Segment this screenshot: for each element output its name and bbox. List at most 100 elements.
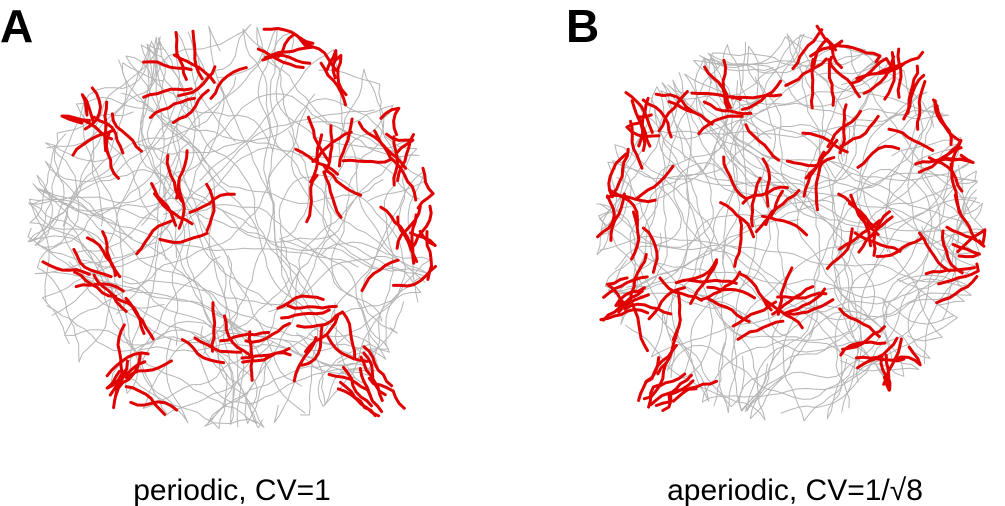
trajectory	[215, 69, 401, 376]
firing-segment	[341, 157, 393, 164]
trajectory	[163, 209, 426, 407]
firing-segment	[624, 91, 654, 134]
trajectory	[138, 98, 418, 334]
firing-segment	[373, 129, 408, 170]
firing-segment	[637, 96, 650, 148]
firing-segment	[410, 213, 418, 265]
firing-segment	[392, 135, 399, 187]
firing-segment	[596, 194, 616, 239]
firing-segment	[839, 340, 887, 357]
firing-segment	[85, 236, 117, 277]
trajectory	[125, 43, 228, 429]
firing-segment	[83, 86, 102, 131]
trajectory	[242, 28, 401, 262]
trajectory	[38, 188, 274, 425]
firing-segment	[935, 275, 979, 305]
firing-segment	[750, 176, 762, 228]
firing-segment	[641, 226, 659, 274]
trajectory	[596, 86, 682, 270]
trajectory	[36, 197, 336, 363]
panel-caption: periodic, CV=1	[133, 474, 331, 506]
trajectory	[834, 108, 949, 383]
firing-segment	[326, 335, 369, 363]
trajectory	[849, 46, 981, 256]
firing-segment	[395, 205, 422, 250]
trajectory	[140, 44, 312, 299]
firing-segment	[341, 310, 357, 360]
firing-segment	[764, 189, 801, 227]
firing-segment	[827, 58, 861, 99]
trajectory	[208, 26, 319, 416]
firing-segment	[733, 217, 743, 268]
firing-segment	[945, 225, 986, 248]
panel-label: A	[0, 0, 33, 52]
firing-segment	[882, 354, 891, 392]
firing-segment	[754, 189, 784, 234]
trajectory	[780, 168, 933, 414]
firing-segment	[280, 308, 331, 320]
trajectory	[268, 105, 428, 313]
firing-segment	[319, 61, 347, 107]
firing-segment	[785, 156, 836, 168]
trajectory	[701, 301, 920, 421]
firing-segment	[396, 133, 415, 182]
firing-segment	[135, 219, 173, 256]
trajectory	[882, 136, 977, 359]
firing-segment	[180, 338, 226, 365]
firing-segment	[360, 258, 400, 293]
firing-segment	[209, 66, 248, 100]
trajectory	[624, 278, 958, 398]
firing-segment	[630, 210, 641, 261]
firing-segment	[782, 287, 827, 316]
trajectory	[29, 45, 189, 243]
firing-segment	[918, 231, 951, 273]
firing-segment	[72, 248, 113, 279]
trajectory	[29, 133, 258, 424]
firing-segment	[644, 343, 678, 384]
firing-segment	[311, 130, 353, 163]
firing-segment	[322, 163, 363, 197]
firing-segment	[177, 65, 217, 98]
trajectory	[62, 24, 252, 227]
firing-segment	[809, 39, 844, 58]
firing-segment	[299, 36, 338, 72]
firing-segment	[940, 229, 964, 275]
firing-segment	[191, 29, 204, 81]
firing-segment	[409, 204, 433, 251]
firing-segment	[149, 96, 196, 120]
firing-segment	[933, 99, 962, 143]
firing-segment	[607, 152, 628, 199]
firing-segment	[210, 301, 217, 353]
firing-segment	[730, 93, 783, 100]
trajectory	[614, 79, 741, 295]
firing-segment	[878, 50, 925, 75]
firing-segment	[882, 337, 903, 386]
firing-segment	[809, 57, 815, 110]
firing-segment	[150, 182, 178, 227]
firing-segment	[602, 289, 644, 322]
firing-segment	[114, 352, 142, 397]
firing-segment	[654, 379, 695, 407]
firing-segment	[932, 98, 953, 146]
firing-segment	[740, 79, 783, 111]
trajectory	[207, 194, 370, 424]
firing-segment	[114, 296, 146, 335]
firing-segment	[853, 231, 902, 253]
firing-segment	[174, 31, 188, 81]
firing-segment	[142, 87, 193, 99]
firing-segment	[103, 100, 109, 153]
firing-segment	[839, 114, 880, 148]
firing-segment	[629, 253, 648, 302]
firing-segment	[392, 265, 437, 288]
firing-segment	[337, 117, 354, 168]
firing-segment	[776, 291, 828, 300]
firing-segment	[785, 298, 835, 316]
trajectory	[122, 68, 385, 306]
firing-segment	[855, 336, 899, 360]
trajectory	[684, 73, 980, 258]
firing-segment	[305, 173, 319, 224]
firing-segment	[744, 123, 781, 162]
trajectory	[696, 96, 977, 365]
firing-segment	[915, 80, 927, 131]
